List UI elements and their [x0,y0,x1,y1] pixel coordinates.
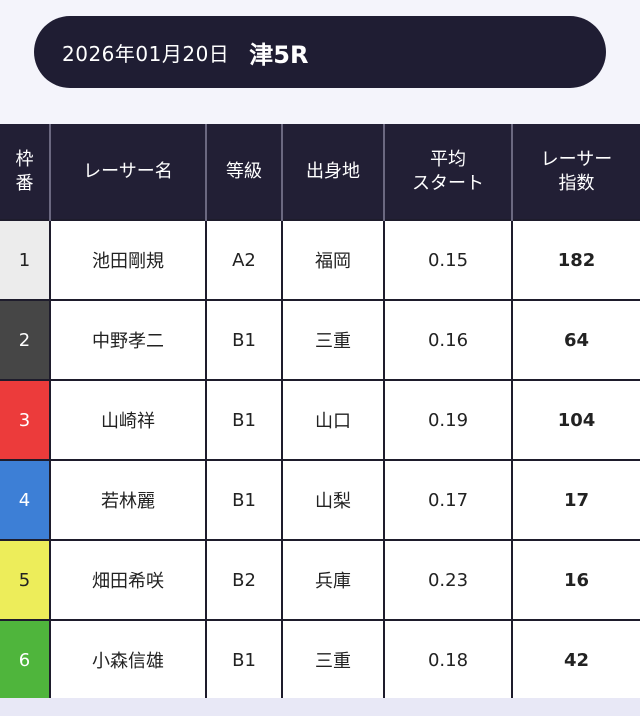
bottom-band [0,698,640,716]
racer-avg-start: 0.19 [383,379,513,461]
table-row: 6 小森信雄 B1 三重 0.18 42 [0,619,640,701]
racer-grade: B2 [205,539,283,621]
header-hometown: 出身地 [281,124,384,220]
racer-grade: A2 [205,219,283,301]
racer-avg-start: 0.15 [383,219,513,301]
racer-hometown: 山梨 [281,459,385,541]
header-frame: 枠 番 [0,124,50,220]
frame-number: 4 [0,459,51,541]
header-grade: 等級 [205,124,282,220]
racer-avg-start: 0.23 [383,539,513,621]
race-date: 2026年01月20日 [62,41,230,66]
racer-avg-start: 0.16 [383,299,513,381]
racer-grade: B1 [205,379,283,461]
racer-index: 64 [511,299,640,381]
table-row: 2 中野孝二 B1 三重 0.16 64 [0,299,640,381]
racer-hometown: 山口 [281,379,385,461]
racer-avg-start: 0.17 [383,459,513,541]
frame-number: 1 [0,219,51,301]
frame-number: 2 [0,299,51,381]
racer-grade: B1 [205,619,283,701]
racer-name: 若林麗 [49,459,207,541]
racer-name: 中野孝二 [49,299,207,381]
racer-hometown: 福岡 [281,219,385,301]
racer-name: 池田剛規 [49,219,207,301]
table-row: 4 若林麗 B1 山梨 0.17 17 [0,459,640,541]
racer-index: 42 [511,619,640,701]
frame-number: 3 [0,379,51,461]
table-row: 1 池田剛規 A2 福岡 0.15 182 [0,219,640,301]
race-title: 津5R [249,40,309,69]
racer-index: 17 [511,459,640,541]
racer-name: 山崎祥 [49,379,207,461]
racer-index: 182 [511,219,640,301]
racer-grade: B1 [205,459,283,541]
header-avg-start: 平均 スタート [383,124,512,220]
table-header-row: 枠 番 レーサー名 等級 出身地 平均 スタート レーサー 指数 [0,124,640,220]
header-racer-name: レーサー名 [49,124,206,220]
racer-table: 枠 番 レーサー名 等級 出身地 平均 スタート レーサー 指数 1 池田剛規 … [0,124,640,701]
table-row: 5 畑田希咲 B2 兵庫 0.23 16 [0,539,640,621]
racer-index: 16 [511,539,640,621]
racer-rows: 1 池田剛規 A2 福岡 0.15 182 2 中野孝二 B1 三重 0.16 … [0,219,640,701]
header-racer-index: レーサー 指数 [511,124,640,220]
frame-number: 5 [0,539,51,621]
race-header: 2026年01月20日 津5R [34,16,606,88]
frame-number: 6 [0,619,51,701]
table-row: 3 山崎祥 B1 山口 0.19 104 [0,379,640,461]
racer-name: 畑田希咲 [49,539,207,621]
racer-hometown: 兵庫 [281,539,385,621]
racer-name: 小森信雄 [49,619,207,701]
racer-hometown: 三重 [281,299,385,381]
racer-index: 104 [511,379,640,461]
racer-avg-start: 0.18 [383,619,513,701]
racer-hometown: 三重 [281,619,385,701]
racer-grade: B1 [205,299,283,381]
